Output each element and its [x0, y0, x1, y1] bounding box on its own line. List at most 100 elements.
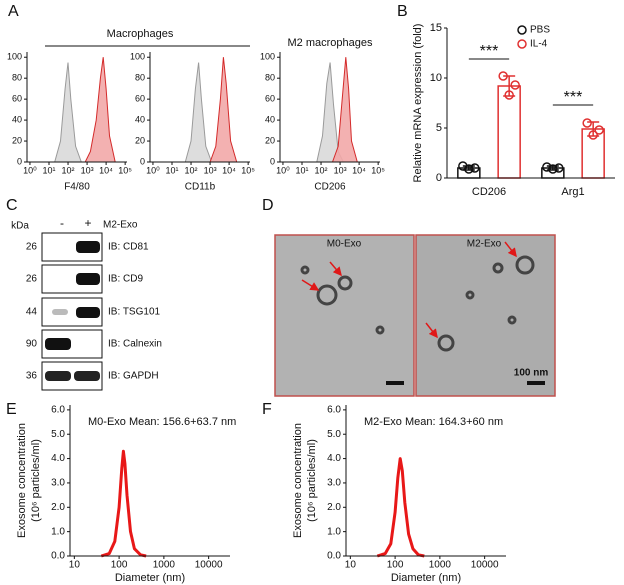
y-tick-label: 0.0 — [327, 551, 341, 562]
y-axis-label: (10⁶ particles/ml) — [306, 439, 318, 522]
y-tick-label: 3.0 — [327, 478, 341, 489]
panel-label: C — [6, 197, 18, 214]
kda: 26 — [26, 242, 38, 253]
tem: M0-Exo M2-Exo 100 nm — [274, 234, 556, 397]
data-point — [554, 163, 564, 173]
band — [74, 371, 100, 381]
arrows — [301, 241, 517, 339]
blot-row: 44 IB: TSG101 — [26, 297, 161, 327]
panel-label: B — [397, 3, 408, 20]
band — [76, 241, 100, 253]
x-tick-label: 10¹ — [165, 165, 178, 175]
x-tick-label: 10⁴ — [99, 165, 113, 175]
y-tick-label: 5 — [436, 122, 442, 134]
scale-bar — [527, 381, 545, 385]
group-label: Macrophages — [107, 28, 174, 40]
histogram — [331, 57, 358, 163]
chart-title: M2 macrophages — [288, 37, 373, 49]
size-curve — [376, 457, 425, 558]
size-curve — [100, 449, 147, 558]
band — [52, 309, 68, 315]
x-tick-label: 1000 — [153, 560, 176, 571]
histogram — [54, 62, 83, 163]
significance: *** — [564, 89, 583, 106]
y-tick-label: 20 — [12, 135, 22, 145]
data-point — [510, 80, 520, 90]
y-tick-label: 80 — [12, 73, 22, 83]
y-tick-label: 5.0 — [327, 429, 341, 440]
y-tick-label: 60 — [135, 94, 145, 104]
tem-label: M2-Exo — [467, 239, 502, 250]
x-tick-label: 10000 — [471, 560, 499, 571]
band — [76, 273, 100, 285]
blot-row: 26 IB: CD9 — [26, 264, 143, 294]
blot-row: 36 IB: GAPDH — [26, 361, 159, 391]
panel-label: F — [262, 401, 272, 418]
y-tick-label: 0 — [140, 156, 145, 166]
legend-label: IL-4 — [530, 39, 548, 50]
x-axis-label: CD206 — [314, 182, 346, 193]
chart-title: M0-Exo Mean: 156.6+63.7 nm — [88, 416, 236, 428]
y-tick-label: 100 — [130, 52, 145, 62]
band — [45, 371, 71, 381]
blot-label: IB: Calnexin — [108, 339, 162, 350]
y-axis-label: Exosome concentration — [16, 423, 28, 538]
x-tick-label: 10⁵ — [371, 165, 385, 175]
y-tick-label: 0 — [270, 156, 275, 166]
kda-label: kDa — [11, 221, 29, 232]
tem-label: M0-Exo — [327, 239, 362, 250]
blot-label: IB: GAPDH — [108, 371, 159, 382]
kda: 90 — [26, 339, 38, 350]
x-tick-label: Arg1 — [561, 186, 584, 198]
panel-label: A — [8, 3, 19, 20]
x-tick-label: 10⁰ — [276, 165, 290, 175]
x-axis-label: Diameter (nm) — [391, 572, 461, 584]
x-tick-label: 10⁰ — [146, 165, 160, 175]
x-tick-label: 10² — [62, 165, 75, 175]
x-tick-label: 10 — [69, 560, 81, 571]
blot-label: IB: TSG101 — [108, 307, 161, 318]
data-point — [588, 130, 598, 140]
x-tick-label: 10⁴ — [222, 165, 236, 175]
y-tick-label: 0 — [17, 156, 22, 166]
y-tick-label: 100 — [260, 52, 275, 62]
histogram — [209, 57, 238, 163]
x-tick-label: 10³ — [334, 165, 347, 175]
data-point — [548, 164, 558, 174]
significance: *** — [480, 43, 499, 60]
y-tick-label: 2.0 — [51, 502, 65, 513]
x-tick-label: 10² — [185, 165, 198, 175]
y-tick-label: 5.0 — [51, 429, 65, 440]
blot-label: IB: CD9 — [108, 274, 143, 285]
y-tick-label: 4.0 — [327, 453, 341, 464]
lane-label: - — [60, 216, 64, 230]
lane-label: + — [84, 216, 91, 230]
x-tick-label: 10³ — [81, 165, 94, 175]
x-tick-label: 10⁵ — [118, 165, 132, 175]
scale-bar — [386, 381, 404, 385]
x-tick-label: 100 — [387, 560, 404, 571]
x-tick-label: 10¹ — [42, 165, 55, 175]
y-tick-label: 80 — [265, 73, 275, 83]
blot-row: 90 IB: Calnexin — [26, 329, 162, 359]
panel-label: D — [262, 197, 274, 214]
legend-marker — [517, 39, 527, 49]
y-tick-label: 15 — [430, 22, 442, 34]
x-tick-label: 1000 — [429, 560, 452, 571]
x-tick-label: CD206 — [472, 186, 506, 198]
kda: 36 — [26, 371, 38, 382]
x-tick-label: 10000 — [195, 560, 223, 571]
kda: 44 — [26, 307, 38, 318]
y-tick-label: 20 — [135, 135, 145, 145]
y-tick-label: 6.0 — [327, 405, 341, 416]
y-tick-label: 60 — [12, 94, 22, 104]
legend-label: PBS — [530, 25, 550, 36]
sample-label: M2-Exo — [103, 220, 138, 231]
x-tick-label: 10⁵ — [241, 165, 255, 175]
x-tick-label: 10³ — [204, 165, 217, 175]
y-tick-label: 6.0 — [51, 405, 65, 416]
x-tick-label: 10⁴ — [352, 165, 366, 175]
y-tick-label: 100 — [7, 52, 22, 62]
data-point — [594, 125, 604, 135]
